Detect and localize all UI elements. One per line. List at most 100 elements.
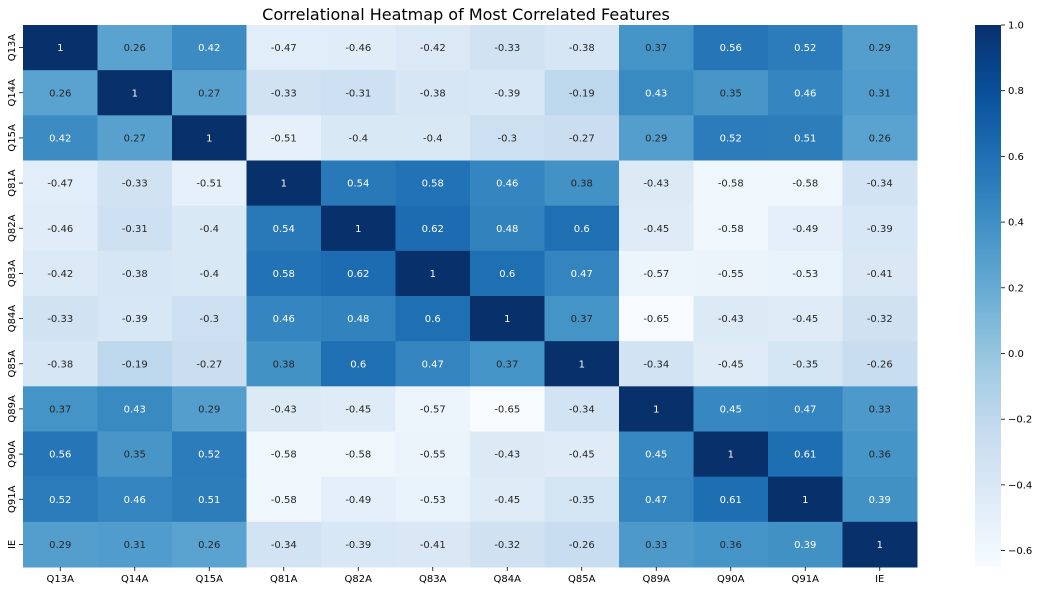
cell-value-label: -0.65 bbox=[494, 404, 520, 415]
heatmap-cell bbox=[23, 386, 98, 432]
cell-value-label: -0.34 bbox=[867, 179, 893, 190]
cell-value-label: 0.33 bbox=[645, 540, 667, 551]
heatmap-cell bbox=[842, 476, 918, 523]
heatmap-cell bbox=[768, 386, 843, 432]
heatmap-cell bbox=[321, 296, 396, 342]
heatmap-cell bbox=[321, 341, 396, 387]
cell-value-label: -0.58 bbox=[792, 179, 818, 190]
heatmap-cell bbox=[246, 205, 322, 252]
heatmap-cell bbox=[395, 70, 471, 116]
cell-value-label: 0.29 bbox=[869, 43, 891, 54]
cell-value-label: 0.29 bbox=[198, 404, 220, 415]
cell-value-label: 0.51 bbox=[198, 495, 220, 506]
heatmap-cell bbox=[395, 431, 471, 478]
cell-value-label: 0.27 bbox=[198, 88, 220, 99]
cell-value-label: -0.65 bbox=[643, 314, 669, 325]
heatmap-cell bbox=[97, 25, 173, 71]
cell-value-label: 1 bbox=[877, 540, 883, 551]
heatmap-cell bbox=[395, 521, 471, 568]
cell-value-label: -0.43 bbox=[494, 450, 520, 461]
heatmap-cell bbox=[544, 160, 620, 207]
cell-value-label: -0.39 bbox=[494, 88, 520, 99]
heatmap-cell bbox=[544, 115, 620, 161]
cell-value-label: 0.33 bbox=[869, 404, 891, 415]
heatmap-cell bbox=[768, 115, 843, 161]
cell-value-label: 0.52 bbox=[198, 450, 220, 461]
heatmap-cell bbox=[842, 521, 918, 568]
heatmap-cell bbox=[619, 160, 694, 207]
heatmap-cell bbox=[246, 386, 322, 432]
heatmap-cell bbox=[97, 521, 173, 568]
cell-value-label: 0.38 bbox=[273, 359, 295, 370]
heatmap-cell bbox=[544, 25, 620, 71]
colorbar-tick-label: 0.8 bbox=[1008, 86, 1024, 97]
heatmap-cell bbox=[470, 386, 545, 432]
heatmap-cell bbox=[544, 205, 620, 252]
cell-value-label: -0.39 bbox=[122, 314, 148, 325]
heatmap-cell bbox=[842, 25, 918, 71]
cell-value-label: 0.42 bbox=[49, 133, 71, 144]
cell-value-label: 0.47 bbox=[422, 359, 444, 370]
heatmap-cell bbox=[246, 160, 322, 207]
cell-value-label: 1 bbox=[355, 224, 361, 235]
cell-value-label: 0.46 bbox=[794, 88, 816, 99]
cell-value-label: -0.4 bbox=[199, 224, 219, 235]
heatmap-cell bbox=[246, 341, 322, 387]
heatmap-cell bbox=[470, 25, 545, 71]
y-tick-label: Q91A bbox=[7, 485, 18, 513]
heatmap-cell bbox=[693, 250, 769, 297]
cell-value-label: 0.38 bbox=[571, 179, 593, 190]
colorbar-tick-label: −0.4 bbox=[1008, 480, 1032, 491]
cell-value-label: -0.45 bbox=[718, 359, 744, 370]
cell-value-label: 0.45 bbox=[720, 404, 742, 415]
cell-value-label: -0.26 bbox=[569, 540, 595, 551]
heatmap-cell bbox=[97, 250, 173, 297]
y-tick-label: Q13A bbox=[7, 34, 18, 62]
cell-value-label: -0.46 bbox=[345, 43, 371, 54]
cell-value-label: -0.47 bbox=[47, 179, 73, 190]
heatmap-cell bbox=[321, 431, 396, 478]
heatmap-cell bbox=[544, 386, 620, 432]
heatmap-cell bbox=[321, 115, 396, 161]
x-tick-label: Q15A bbox=[196, 574, 224, 585]
heatmap-cell bbox=[619, 341, 694, 387]
cell-value-label: -0.45 bbox=[345, 404, 371, 415]
cell-value-label: -0.32 bbox=[494, 540, 520, 551]
heatmap-cell bbox=[172, 70, 247, 116]
cell-value-label: -0.42 bbox=[420, 43, 446, 54]
cell-value-label: 0.46 bbox=[124, 495, 146, 506]
colorbar-tick-label: 0.4 bbox=[1008, 218, 1024, 229]
y-axis: Q13A Q14A Q15A Q81A Q82A Q83A Q84A Q85A Q89A Q90A… bbox=[7, 34, 23, 549]
heatmap-cell bbox=[246, 25, 322, 71]
cell-value-label: -0.33 bbox=[494, 43, 520, 54]
heatmap-cell bbox=[544, 250, 620, 297]
cell-value-label: -0.47 bbox=[271, 43, 297, 54]
cell-value-label: -0.58 bbox=[718, 179, 744, 190]
cell-value-label: 0.46 bbox=[273, 314, 295, 325]
heatmap-cell bbox=[172, 115, 247, 161]
cell-value-label: -0.4 bbox=[348, 133, 368, 144]
x-tick-label: Q91A bbox=[792, 574, 820, 585]
heatmap-cell bbox=[395, 341, 471, 387]
cell-value-label: -0.58 bbox=[345, 450, 371, 461]
cell-value-label: 0.61 bbox=[720, 495, 742, 506]
heatmap-cell bbox=[768, 25, 843, 71]
cell-value-label: 0.36 bbox=[720, 540, 742, 551]
cell-value-label: -0.38 bbox=[122, 269, 148, 280]
cell-value-label: 0.56 bbox=[720, 43, 742, 54]
heatmap-cell bbox=[842, 341, 918, 387]
cell-value-label: -0.35 bbox=[569, 495, 595, 506]
heatmap-cell bbox=[172, 476, 247, 523]
chart-title: Correlational Heatmap of Most Correlated… bbox=[262, 5, 670, 24]
heatmap-cell bbox=[172, 25, 247, 71]
cell-value-label: -0.32 bbox=[867, 314, 893, 325]
cell-value-label: 0.31 bbox=[124, 540, 146, 551]
heatmap-cell bbox=[23, 476, 98, 523]
heatmap-cell bbox=[544, 521, 620, 568]
cell-value-label: 0.52 bbox=[720, 133, 742, 144]
cell-value-label: 0.45 bbox=[645, 450, 667, 461]
heatmap-cell bbox=[172, 205, 247, 252]
heatmap-cell bbox=[619, 386, 694, 432]
heatmap-cell bbox=[470, 160, 545, 207]
